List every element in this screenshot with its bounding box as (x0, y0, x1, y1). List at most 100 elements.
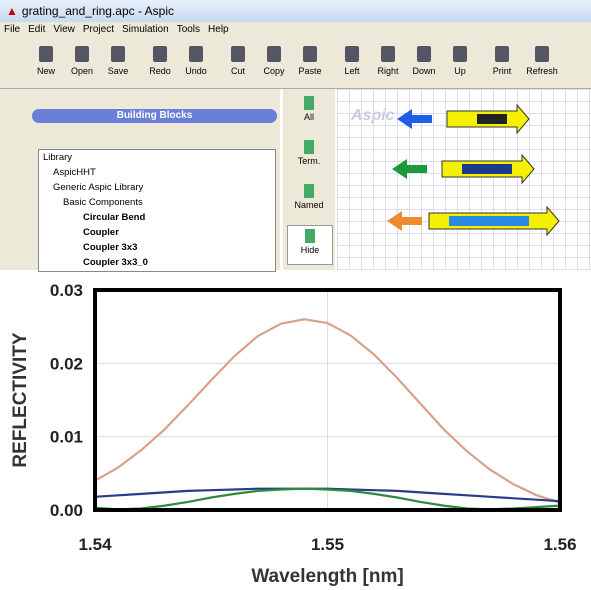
menu-bar: File Edit View Project Simulation Tools Help (0, 22, 591, 38)
title-bar: ▲ grating_and_ring.apc - Aspic (0, 0, 591, 22)
x-tick-label: 1.55 (311, 535, 344, 554)
arrow (397, 109, 432, 129)
y-axis-label: REFLECTIVITY (10, 332, 31, 467)
toolbar-label: Refresh (526, 66, 558, 76)
tree-item[interactable]: Basic Components (63, 197, 143, 208)
library-panel: Building Blocks Library AspicHHT Generic A… (0, 89, 280, 272)
toolbar-button[interactable]: Undo (178, 38, 214, 86)
toolbar-label: New (36, 66, 55, 76)
schematic-canvas: Aspic (337, 89, 591, 270)
toolbar-icon (417, 46, 431, 62)
tree-item[interactable]: Coupler 3x3_0 (83, 257, 148, 268)
tree-item[interactable]: Circular Bend (83, 212, 146, 223)
toolbar-icon (345, 46, 359, 62)
side-label: Term. (297, 156, 321, 166)
toolbar-label: Right (377, 66, 399, 76)
tree-item[interactable]: Generic Aspic Library (53, 182, 144, 193)
toolbar-button[interactable]: Redo (142, 38, 178, 86)
side-label: Named (294, 200, 324, 210)
plot-frame (93, 288, 562, 512)
toolbar-button[interactable]: Right (370, 38, 406, 86)
library-tree: Library AspicHHT Generic Aspic Library Basi… (38, 149, 276, 272)
toolbar-icon (39, 46, 53, 62)
window-title: grating_and_ring.apc - Aspic (21, 4, 174, 18)
y-tick-label: 0.01 (50, 428, 83, 447)
toolbar-button[interactable]: Print (484, 38, 520, 86)
toolbar-button[interactable]: Open (64, 38, 100, 86)
series-line (94, 318, 561, 504)
toolbar-icon (495, 46, 509, 62)
toolbar-button[interactable]: Left (334, 38, 370, 86)
toolbar-label: Paste (298, 66, 322, 76)
toolbar: New Open Save Redo Undo Cut Copy Paste Left Right… (0, 38, 591, 89)
x-tick-label: 1.56 (543, 535, 576, 554)
tree-item[interactable]: AspicHHT (53, 167, 96, 178)
toolbar-label: Cut (230, 66, 245, 76)
y-tick-label: 0.02 (50, 354, 83, 373)
toolbar-button[interactable]: Refresh (524, 38, 560, 86)
toolbar-label: Save (107, 66, 129, 76)
toolbar-label: Open (70, 66, 94, 76)
side-icon (304, 140, 314, 154)
menu-item[interactable]: Tools (176, 24, 201, 35)
toolbar-button[interactable]: Save (100, 38, 136, 86)
side-label: All (303, 112, 314, 122)
logo: Aspic (351, 107, 395, 124)
tree-item[interactable]: Coupler 3x3 (83, 242, 138, 253)
toolbar-button[interactable]: Paste (292, 38, 328, 86)
toolbar-icon (153, 46, 167, 62)
menu-item[interactable]: Simulation (121, 24, 169, 35)
app-icon: ▲ (6, 4, 18, 18)
side-buttons: All Term. Named Hide (283, 89, 335, 270)
side-button[interactable]: Named (287, 181, 331, 219)
toolbar-button[interactable]: New (28, 38, 64, 86)
menu-item[interactable]: View (53, 24, 75, 35)
toolbar-icon (453, 46, 467, 62)
arrow (387, 211, 422, 231)
toolbar-icon (381, 46, 395, 62)
toolbar-icon (189, 46, 203, 62)
arrow (392, 159, 427, 179)
toolbar-icon (535, 46, 549, 62)
toolbar-label: Print (492, 66, 512, 76)
toolbar-icon (267, 46, 281, 62)
toolbar-label: Copy (263, 66, 285, 76)
side-label: Hide (300, 245, 320, 255)
panel-title: Building Blocks (32, 109, 277, 123)
side-icon (304, 96, 314, 110)
side-button[interactable]: All (287, 93, 331, 131)
chart: 0.00 0.01 0.02 0.03 1.54 1.55 1.56 Wavelength [… (10, 281, 577, 587)
menu-item[interactable]: File (4, 24, 21, 35)
toolbar-label: Undo (185, 66, 207, 76)
toolbar-button[interactable]: Up (442, 38, 478, 86)
component-core (477, 114, 507, 124)
component-core (449, 216, 529, 226)
component-core (462, 164, 512, 174)
side-button[interactable]: Hide (287, 225, 333, 265)
toolbar-button[interactable]: Down (406, 38, 442, 86)
menu-item[interactable]: Help (208, 24, 229, 35)
toolbar-label: Up (454, 66, 466, 76)
toolbar-label: Down (412, 66, 436, 76)
toolbar-button[interactable]: Cut (220, 38, 256, 86)
menu-item[interactable]: Project (82, 24, 114, 35)
toolbar-button[interactable]: Copy (256, 38, 292, 86)
y-tick-label: 0.03 (50, 281, 83, 300)
x-axis-label: Wavelength [nm] (251, 566, 403, 587)
menu-item[interactable]: Edit (28, 24, 46, 35)
side-icon (305, 229, 315, 243)
x-tick-label: 1.54 (78, 535, 112, 554)
y-tick-label: 0.00 (50, 501, 83, 520)
toolbar-label: Left (344, 66, 360, 76)
toolbar-icon (231, 46, 245, 62)
tree-item[interactable]: Library (43, 152, 73, 163)
toolbar-label: Redo (149, 66, 171, 76)
side-button[interactable]: Term. (287, 137, 331, 175)
component-drawing (387, 103, 560, 237)
toolbar-icon (303, 46, 317, 62)
side-icon (304, 184, 314, 198)
tree-item[interactable]: Coupler (83, 227, 119, 238)
toolbar-icon (111, 46, 125, 62)
toolbar-icon (75, 46, 89, 62)
